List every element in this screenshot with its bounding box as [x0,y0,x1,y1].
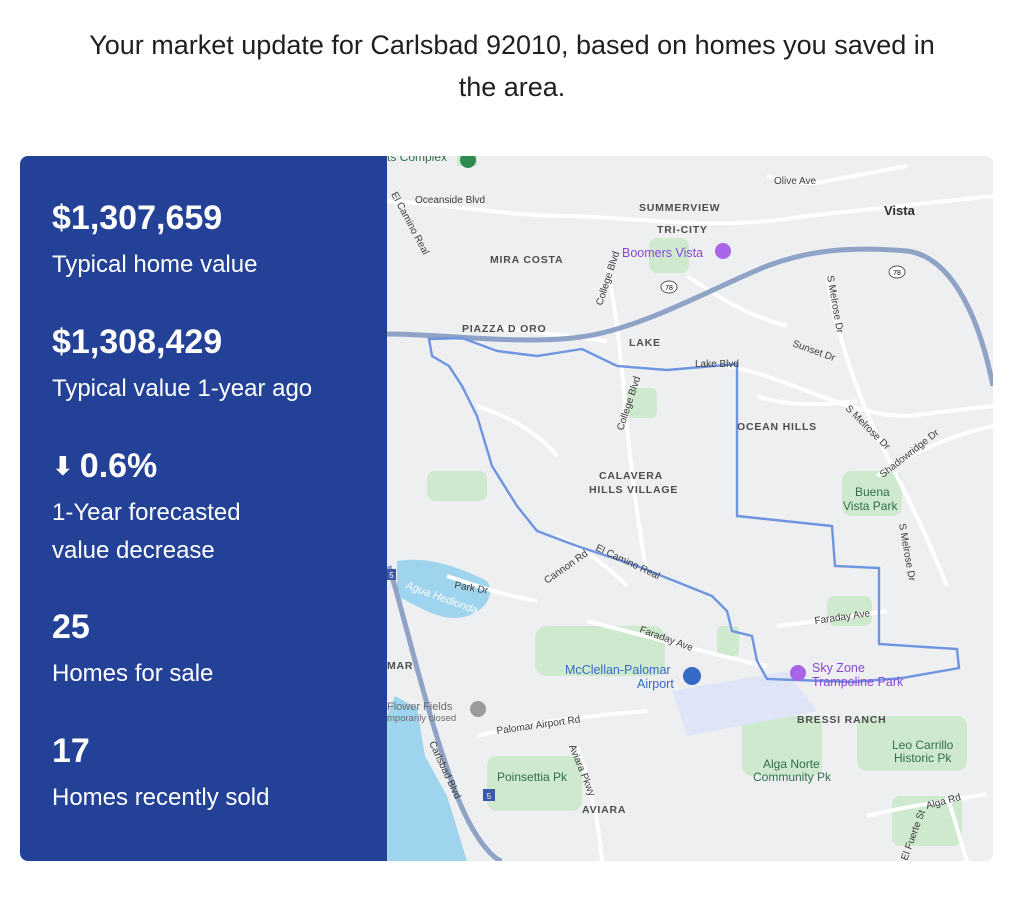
poi-label-boomers[interactable]: Boomers Vista [622,246,703,260]
area-label-ocean-hills: OCEAN HILLS [737,421,817,433]
boomers-marker-icon[interactable] [715,243,731,259]
area-label-piazza-d-oro: PIAZZA D ORO [462,323,546,335]
road-label-lake-blvd: Lake Blvd [695,359,739,370]
poi-label-flower-fields-2: mporarily closed [387,713,456,724]
stats-panel: $1,307,659 Typical home value $1,308,429… [20,156,387,861]
hwy-78 [387,246,993,387]
area-label-calavera-2: HILLS VILLAGE [589,484,678,496]
value-year-ago-stat: $1,308,429 Typical value 1-year ago [52,322,312,408]
forecast-value: 0.6% [79,447,158,485]
intro-line-2: the area. [458,72,566,102]
homes-for-sale-stat: 25 Homes for sale [52,607,213,693]
city-label-vista: Vista [884,203,916,218]
hwy-78-shield-b: 78 [888,265,906,279]
homes-recently-sold-count: 17 [52,732,90,770]
svg-text:5: 5 [389,571,394,580]
poi-label-buena-vista-2[interactable]: Vista Park [843,499,898,513]
poi-label-flower-fields-1[interactable]: Flower Fields [387,701,453,713]
poi-label-sky-zone-1[interactable]: Sky Zone [812,661,865,675]
down-arrow-icon: ⬇ [52,451,74,481]
typical-home-value: $1,307,659 [52,199,223,237]
market-update-intro: Your market update for Carlsbad 92010, b… [0,24,1024,108]
zip-92010-boundary [427,336,961,684]
intro-line-1: Your market update for Carlsbad 92010, b… [89,30,935,60]
value-year-ago-label: Typical value 1-year ago [52,375,313,402]
poi-label-poinsettia[interactable]: Poinsettia Pk [497,770,568,784]
airport-area [672,671,817,736]
homes-recently-sold-label: Homes recently sold [52,784,270,811]
typical-home-value-stat: $1,307,659 Typical home value [52,198,257,284]
water-bodies [387,559,491,861]
forecast-label: 1-Year forecasted value decrease [52,494,241,570]
minor-roads [387,164,993,861]
sports-complex-marker-icon[interactable] [460,156,476,168]
area-label-lake: LAKE [629,337,661,349]
forecast-label-line-2: value decrease [52,537,215,564]
poi-label-alga-norte-1[interactable]: Alga Norte [763,757,820,771]
area-label-mar: MAR [387,660,413,672]
svg-text:78: 78 [665,285,673,292]
area-label-mira-costa: MIRA COSTA [490,254,563,266]
poi-label-sports-complex[interactable]: ts Complex [387,156,447,164]
hwy-78-shield-a: 78 [660,280,678,294]
poi-label-buena-vista-1[interactable]: Buena [855,485,890,499]
poi-label-mcclellan-1[interactable]: McClellan-Palomar [565,663,671,677]
poi-label-alga-norte-2[interactable]: Community Pk [753,770,832,784]
area-map[interactable]: 78 78 5 5 SUMMERVIEW TRI-CITY MIRA COSTA… [387,156,993,861]
poi-label-leo-carrillo-1[interactable]: Leo Carrillo [892,738,954,752]
interstate-5 [387,565,503,861]
forecast-label-line-1: 1-Year forecasted [52,499,241,526]
svg-text:78: 78 [893,270,901,277]
flower-fields-marker-icon[interactable] [470,701,486,717]
airport-marker-icon[interactable] [683,667,701,685]
homes-for-sale-count: 25 [52,608,90,646]
area-label-calavera-1: CALAVERA [599,470,663,482]
value-year-ago: $1,308,429 [52,323,223,361]
homes-recently-sold-stat: 17 Homes recently sold [52,731,269,817]
park-areas [427,156,967,846]
road-label-oceanside-blvd: Oceanside Blvd [415,195,485,206]
typical-home-value-label: Typical home value [52,251,258,278]
area-label-tri-city: TRI-CITY [657,224,708,236]
road-label-olive-ave: Olive Ave [774,176,816,187]
sky-zone-marker-icon[interactable] [790,665,806,681]
poi-label-sky-zone-2[interactable]: Trampoline Park [812,675,904,689]
forecast-stat: ⬇ 0.6% 1-Year forecasted value decrease [52,446,241,570]
market-summary-card[interactable]: $1,307,659 Typical home value $1,308,429… [20,156,993,861]
poi-label-leo-carrillo-2[interactable]: Historic Pk [894,751,952,765]
homes-for-sale-label: Homes for sale [52,660,214,687]
svg-text:5: 5 [487,792,492,801]
i5-shield-b: 5 [483,789,495,801]
area-label-aviara: AVIARA [582,804,626,816]
area-label-summerview: SUMMERVIEW [639,202,720,214]
i5-shield-a: 5 [387,569,396,580]
poi-label-mcclellan-2[interactable]: Airport [637,677,674,691]
area-label-bressi-ranch: BRESSI RANCH [797,714,887,726]
